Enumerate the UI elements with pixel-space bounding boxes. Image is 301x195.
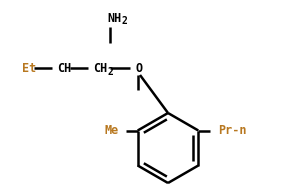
Text: NH: NH: [107, 12, 121, 25]
Text: CH: CH: [93, 61, 107, 74]
Text: Et: Et: [22, 61, 36, 74]
Text: 2: 2: [108, 67, 114, 77]
Text: 2: 2: [122, 16, 128, 26]
Text: Me: Me: [104, 124, 119, 137]
Text: Pr-n: Pr-n: [218, 124, 247, 137]
Text: CH: CH: [57, 61, 71, 74]
Text: O: O: [136, 61, 143, 74]
